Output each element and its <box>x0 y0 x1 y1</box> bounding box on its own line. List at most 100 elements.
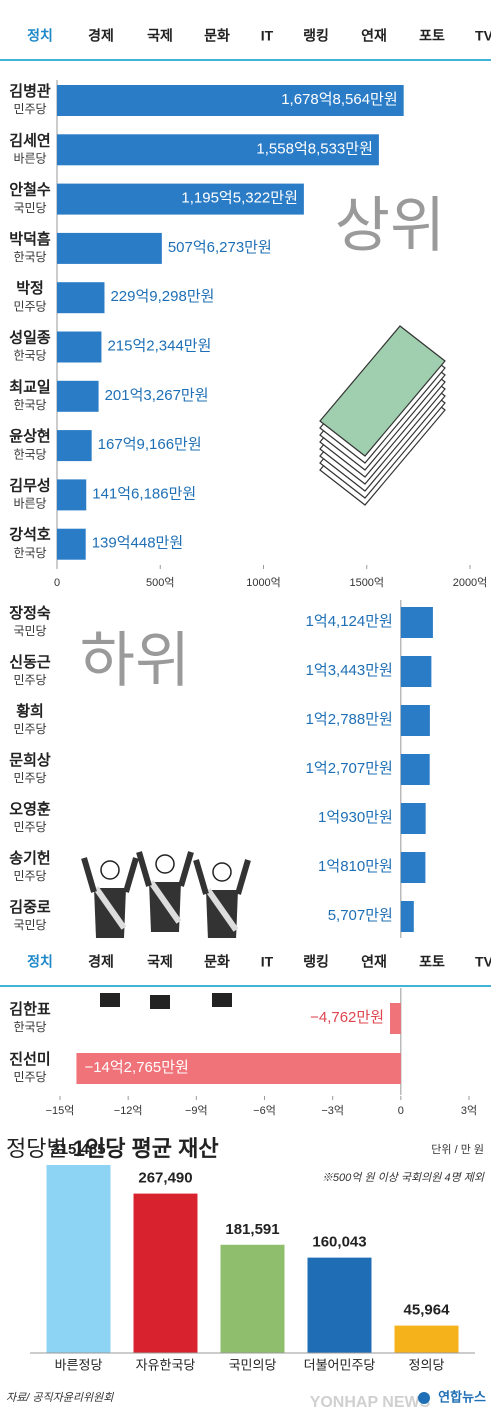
value-label: 141억6,186만원 <box>92 485 196 502</box>
nav-item[interactable]: 랭킹 <box>303 954 329 970</box>
value-label: 45,964 <box>404 1302 451 1319</box>
person-head <box>100 860 120 880</box>
nav-item[interactable]: 국제 <box>147 954 173 970</box>
value-label: 167억9,166만원 <box>98 436 202 453</box>
nav-item[interactable]: TV <box>475 954 491 970</box>
person-arms <box>81 857 139 893</box>
bar <box>400 656 432 687</box>
bar <box>390 1003 401 1034</box>
value-label: 229억9,298만원 <box>110 288 214 305</box>
value-label: 1억4,124만원 <box>306 613 393 630</box>
bar <box>57 430 92 462</box>
nav-item[interactable]: 경제 <box>88 28 114 44</box>
nav-item[interactable]: 정치 <box>27 954 53 970</box>
party-label: 민주당 <box>13 771 46 785</box>
nav-item[interactable]: 경제 <box>88 954 114 970</box>
nav-item[interactable]: 문화 <box>204 28 230 44</box>
value-label: 1억930만원 <box>318 809 393 826</box>
bar <box>220 1244 285 1353</box>
title-prefix: 정당별 <box>6 1136 67 1161</box>
party-label: 국민당 <box>13 918 46 932</box>
x-tick-label: 0 <box>398 1105 404 1117</box>
party-label: 한국당 <box>13 447 46 461</box>
nav-item[interactable]: 연재 <box>361 954 387 970</box>
title-main: 1인당 평균 재산 <box>73 1136 219 1161</box>
nav-item[interactable]: 문화 <box>204 954 230 970</box>
name-label: 장정숙 <box>9 604 51 622</box>
party-label: 민주당 <box>13 1070 46 1084</box>
party-label: 국민당 <box>13 201 46 215</box>
section-label: 하위 <box>80 627 190 694</box>
party-label: 바른당 <box>13 151 46 165</box>
bar <box>394 1325 459 1353</box>
value-label: 1,558억8,533만원 <box>256 140 372 157</box>
name-label: 김세연 <box>9 131 50 149</box>
bar <box>57 183 304 215</box>
nav-item[interactable]: IT <box>261 954 274 970</box>
nav-item[interactable]: TV <box>475 28 491 44</box>
bar <box>400 705 430 736</box>
party-label: 민주당 <box>13 673 46 687</box>
x-tick-label: −6억 <box>253 1104 276 1117</box>
logo: 연합뉴스 <box>438 1389 486 1404</box>
logo-mark <box>418 1392 430 1404</box>
value-label: −14억2,765만원 <box>84 1059 188 1076</box>
party-label: 민주당 <box>13 869 46 883</box>
value-label: 1,678억8,564만원 <box>281 91 397 108</box>
name-label: 김한표 <box>9 1000 51 1018</box>
nav-item[interactable]: 포토 <box>419 954 445 970</box>
name-label: 황희 <box>16 702 44 720</box>
note: ※500억 원 이상 국회의원 4명 제외 <box>322 1171 485 1184</box>
party-label: 민주당 <box>13 299 46 313</box>
x-tick-label: −15억 <box>46 1104 75 1117</box>
value-label: 267,490 <box>138 1170 192 1187</box>
nav-item[interactable]: IT <box>261 28 274 44</box>
bar <box>46 1165 111 1353</box>
section-label: 상위 <box>335 192 445 259</box>
x-tick-label: 자유한국당 <box>136 1357 196 1372</box>
name-label: 문희상 <box>9 751 51 769</box>
bar <box>57 380 99 412</box>
bar <box>57 479 87 511</box>
party-label: 한국당 <box>13 1020 46 1034</box>
x-tick-label: 국민의당 <box>229 1357 277 1372</box>
watermark: YONHAP NEWS <box>310 1394 431 1411</box>
x-tick-label: 500억 <box>146 576 174 589</box>
source: 자료/ 공직자윤리위원회 <box>6 1391 114 1404</box>
nav-item[interactable]: 연재 <box>361 28 387 44</box>
x-tick-label: 바른정당 <box>55 1357 103 1372</box>
nav-item[interactable]: 국제 <box>147 28 173 44</box>
value-label: 139억448만원 <box>92 535 183 552</box>
party-label: 한국당 <box>13 250 46 264</box>
name-label: 박정 <box>16 279 44 297</box>
name-label: 진선미 <box>9 1051 50 1068</box>
nav-item[interactable]: 포토 <box>419 28 445 44</box>
nav-bar <box>0 12 491 62</box>
name-label: 안철수 <box>9 181 51 199</box>
nav-item[interactable]: 정치 <box>27 28 53 44</box>
x-tick-label: 더불어민주당 <box>304 1357 376 1372</box>
value-label: −4,762만원 <box>310 1009 384 1026</box>
x-tick-label: 3억 <box>461 1104 477 1117</box>
person-arms <box>136 851 194 887</box>
x-tick-label: −3억 <box>321 1104 344 1117</box>
value-label: 201억3,267만원 <box>105 387 209 404</box>
nav-item[interactable]: 랭킹 <box>303 28 329 44</box>
unit-label: 단위 / 만 원 <box>431 1143 484 1156</box>
name-label: 강석호 <box>9 526 51 544</box>
value-label: 1억2,788만원 <box>306 711 393 728</box>
bar <box>57 134 379 166</box>
value-label: 5,707만원 <box>328 907 393 924</box>
person-arms <box>193 859 251 895</box>
party-label: 국민당 <box>13 624 46 638</box>
money-bill <box>319 325 446 457</box>
person-sash <box>205 888 239 932</box>
x-tick-label: 0 <box>54 577 60 589</box>
bar <box>400 607 433 638</box>
name-label: 송기헌 <box>9 850 50 867</box>
bar <box>400 803 426 834</box>
x-tick-label: 정의당 <box>409 1357 445 1372</box>
value-label: 1,195억5,322만원 <box>181 190 297 207</box>
bar <box>400 901 414 932</box>
